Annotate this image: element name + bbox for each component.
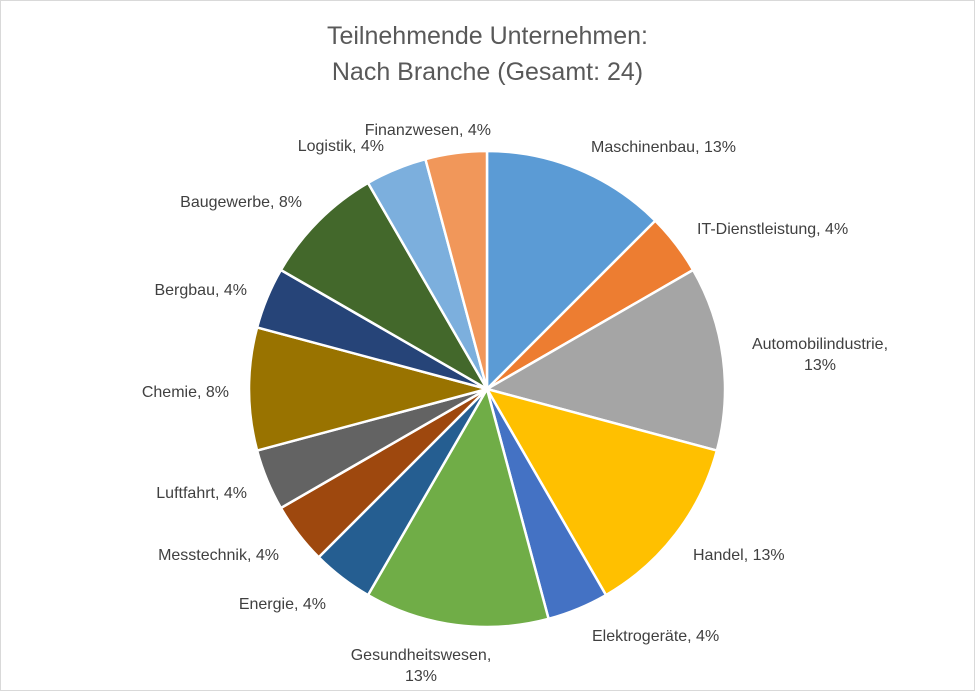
pie-slice-baugewerbe [279, 181, 489, 391]
chart-title-line-1: Teilnehmende Unternehmen: [326, 22, 649, 50]
pie-slice-gesundheitswesen [366, 387, 550, 629]
data-label-it-dienstleistung: IT-Dienstleistung, 4% [697, 221, 848, 238]
data-label-finanzwesen: Finanzwesen, 4% [365, 122, 491, 139]
data-label-gesundheitswesen: Gesundheitswesen, 13% [351, 647, 492, 685]
data-label-logistik: Logistik, 4% [298, 138, 384, 155]
pie-slices [247, 149, 727, 629]
data-label-automobilindustrie: Automobilindustrie, 13% [752, 336, 888, 374]
data-label-chemie: Chemie, 8% [142, 384, 229, 401]
pie-slice-chemie [247, 326, 489, 452]
data-label-messtechnik: Messtechnik, 4% [158, 547, 279, 564]
data-label-baugewerbe: Baugewerbe, 8% [180, 194, 302, 211]
chart-title-line-2: Nach Branche (Gesamt: 24) [331, 58, 644, 86]
pie-slice-handel [485, 387, 719, 597]
data-label-bergbau: Bergbau, 4% [154, 282, 247, 299]
data-label-maschinenbau: Maschinenbau, 13% [591, 139, 736, 156]
data-label-energie: Energie, 4% [239, 596, 326, 613]
pie-slice-maschinenbau [485, 149, 657, 391]
data-label-elektrogeräte: Elektrogeräte, 4% [592, 628, 719, 645]
pie-slice-automobilindustrie [485, 268, 727, 452]
data-label-handel: Handel, 13% [693, 547, 785, 564]
pie-labels: Maschinenbau, 13% IT-Dienstleistung, 4% Au… [142, 122, 888, 685]
data-label-luftfahrt: Luftfahrt, 4% [156, 485, 247, 502]
pie-slice-finanzwesen [424, 149, 489, 391]
chart-title: Teilnehmende Unternehmen: Nach Branche (… [0, 18, 975, 90]
